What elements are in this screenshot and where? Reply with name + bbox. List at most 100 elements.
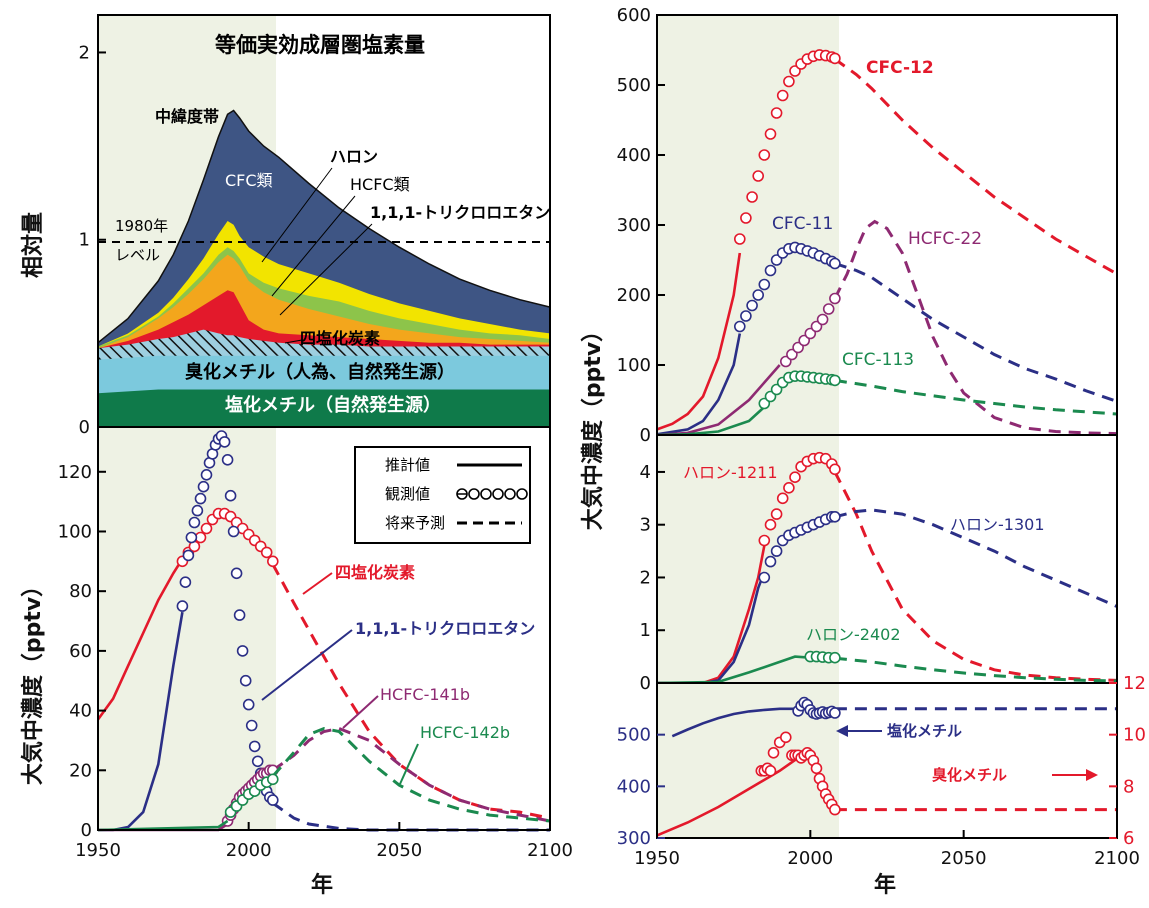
eesc-title: 等価実効成層圏塩素量 bbox=[215, 33, 425, 57]
observed-point bbox=[776, 89, 789, 102]
left-y-ticks: 0 20 40 60 80 100 120 bbox=[58, 462, 106, 841]
history-background bbox=[657, 15, 839, 435]
y-axis-label-right: 大気中濃度（pptv） bbox=[580, 320, 606, 530]
observed-point bbox=[789, 471, 801, 484]
observed-point bbox=[829, 463, 841, 476]
legend-estimated: 推計値 bbox=[385, 456, 430, 474]
y-tick-label: 400 bbox=[617, 776, 651, 797]
observed-point bbox=[770, 107, 783, 119]
observed-point bbox=[783, 481, 795, 494]
y-tick-label: 200 bbox=[617, 285, 651, 306]
label-h2402: ハロン-2402 bbox=[806, 625, 901, 644]
right-bottom-series bbox=[656, 696, 1117, 837]
observed-point bbox=[752, 289, 765, 301]
observed-point bbox=[266, 794, 279, 806]
projected-line bbox=[271, 726, 551, 823]
observed-point bbox=[224, 489, 237, 502]
x-tick-label: 1950 bbox=[75, 840, 121, 861]
estimated-line bbox=[656, 252, 742, 431]
mebr-layer-label: 臭化メチル（人為、自然発生源） bbox=[185, 361, 455, 383]
history-background bbox=[657, 435, 839, 683]
x-tick-label: 2100 bbox=[527, 840, 573, 861]
observed-point bbox=[245, 719, 258, 732]
x-tick-label: 1950 bbox=[634, 848, 680, 869]
observed-point bbox=[804, 327, 817, 340]
mecl-arrow bbox=[836, 725, 882, 737]
label-cfc11: CFC-11 bbox=[772, 214, 833, 234]
legend-observed: 観測値 bbox=[385, 485, 430, 503]
observed-point bbox=[779, 731, 792, 744]
y-tick-label: 1 bbox=[640, 620, 651, 641]
x-tick-label: 2000 bbox=[226, 840, 272, 861]
observed-point bbox=[200, 468, 213, 481]
mid-lat-label: 中緯度帯 bbox=[155, 107, 219, 126]
observed-point bbox=[829, 510, 841, 523]
projected-line bbox=[833, 219, 1118, 436]
y-tick-label: 300 bbox=[617, 215, 651, 236]
observed-point bbox=[182, 549, 195, 562]
projected-line bbox=[834, 57, 1118, 276]
ref-label-level: レベル bbox=[115, 246, 160, 264]
y-tick-label: 3 bbox=[640, 515, 651, 536]
observed-point bbox=[266, 773, 279, 786]
y-tick-label: 2 bbox=[79, 42, 90, 63]
observed-point bbox=[786, 348, 798, 361]
history-background bbox=[98, 427, 276, 830]
observed-point bbox=[176, 600, 189, 612]
y-tick-label: 2 bbox=[640, 567, 651, 588]
right-middle-y-ticks: 0 1 2 3 4 bbox=[640, 462, 665, 694]
y-tick-label: 100 bbox=[58, 521, 92, 542]
observed-point bbox=[236, 645, 249, 657]
x-tick-label: 2100 bbox=[1094, 848, 1140, 869]
observed-point bbox=[776, 492, 789, 505]
observed-point bbox=[221, 453, 234, 466]
observed-point bbox=[829, 374, 841, 387]
y-tick-label: 6 bbox=[1123, 828, 1134, 849]
projected-line bbox=[271, 801, 550, 832]
y-tick-label: 0 bbox=[79, 417, 90, 438]
label-hcfc141b: HCFC-141b bbox=[380, 685, 470, 704]
eesc-panel: 等価実効成層圏塩素量 中緯度帯 CFC類 ハロン HCFC類 1,1,1-トリク… bbox=[21, 14, 551, 438]
observed-point bbox=[233, 609, 246, 621]
legend-observed-circle bbox=[516, 488, 528, 500]
projected-line bbox=[834, 656, 1118, 683]
observed-point bbox=[227, 525, 240, 538]
projected-line bbox=[833, 471, 1118, 682]
eesc-layer-mecl bbox=[98, 389, 550, 427]
right-bottom-y-ticks: 300 400 500 6 8 10 12 bbox=[617, 673, 1146, 849]
observed-point bbox=[829, 257, 841, 270]
observed-point bbox=[218, 436, 231, 448]
observed-point bbox=[746, 191, 758, 203]
observed-point bbox=[829, 292, 841, 305]
y-tick-label: 100 bbox=[617, 355, 651, 376]
observed-point bbox=[810, 762, 823, 775]
mebr-arrow bbox=[1052, 769, 1098, 781]
projected-line bbox=[271, 726, 551, 823]
legend: 推計値 観測値 将来予測 bbox=[354, 446, 531, 544]
observed-point bbox=[758, 534, 771, 547]
y-tick-label: 0 bbox=[640, 673, 651, 694]
observed-point bbox=[191, 504, 204, 517]
label-h1211: ハロン-1211 bbox=[683, 463, 778, 482]
y-tick-label: 4 bbox=[640, 462, 651, 483]
y-tick-label: 400 bbox=[617, 145, 651, 166]
observed-point bbox=[758, 278, 771, 291]
observed-point bbox=[200, 522, 213, 535]
y-tick-label: 500 bbox=[617, 725, 651, 746]
x-axis-label-left: 年 bbox=[311, 872, 333, 898]
ref-label-year: 1980年 bbox=[115, 217, 168, 235]
observed-point bbox=[248, 740, 261, 753]
observed-point bbox=[764, 518, 777, 531]
observed-point bbox=[783, 75, 795, 88]
observed-point bbox=[764, 555, 777, 568]
y-tick-label: 10 bbox=[1123, 725, 1146, 746]
y-tick-label: 0 bbox=[81, 820, 92, 841]
y-axis-label-relative: 相対量 bbox=[21, 212, 46, 278]
halon-layer-label: ハロン bbox=[330, 147, 378, 166]
legend-observed-circle bbox=[504, 488, 516, 500]
y-tick-label: 1 bbox=[79, 230, 90, 251]
observed-point bbox=[194, 492, 207, 505]
observed-point bbox=[758, 571, 771, 584]
x-tick-label: 2050 bbox=[941, 848, 987, 869]
estimated-line bbox=[656, 756, 799, 837]
